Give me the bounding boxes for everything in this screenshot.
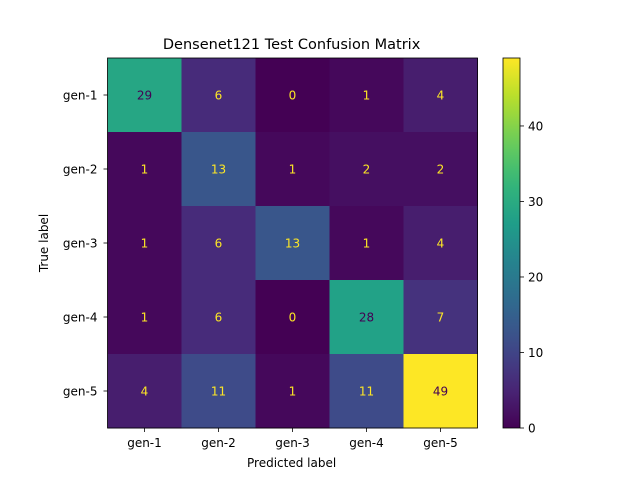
cell-value-label: 11 (211, 385, 226, 399)
heatmap-cell (181, 280, 256, 355)
colorbar-tick-label: 30 (528, 195, 543, 209)
cell-value-label: 1 (289, 385, 297, 399)
heatmap-cell (181, 132, 256, 207)
x-tick-label: gen-2 (201, 436, 236, 450)
y-tick-label: gen-4 (63, 311, 98, 325)
cell-value-label: 6 (215, 237, 223, 251)
cell-value-label: 7 (437, 311, 445, 325)
cell-value-label: 1 (141, 237, 149, 251)
x-tick-labels: gen-1 gen-2 gen-3 gen-4 gen-5 (127, 428, 458, 450)
heatmap-cell (403, 280, 478, 355)
heatmap-cell (255, 280, 330, 355)
y-tick-labels: gen-1 gen-2 gen-3 gen-4 gen-5 (63, 89, 108, 399)
cell-value-label: 4 (437, 237, 445, 251)
colorbar-gradient (502, 57, 521, 429)
colorbar: 0 10 20 30 40 (502, 57, 543, 436)
x-tick-label: gen-3 (275, 436, 310, 450)
cell-value-label: 13 (285, 237, 300, 251)
heatmap-cell (255, 132, 330, 207)
cell-value-label: 1 (289, 163, 297, 177)
heatmap-cell (255, 354, 330, 429)
cell-value-label: 28 (359, 311, 374, 325)
y-tick-label: gen-5 (63, 385, 98, 399)
heatmap-cell (329, 206, 404, 281)
heatmap-cell (107, 354, 182, 429)
heatmap-cell (403, 206, 478, 281)
heatmap-cell (329, 58, 404, 133)
heatmap-cell (403, 132, 478, 207)
cell-value-label: 6 (215, 311, 223, 325)
heatmap-cell (403, 58, 478, 133)
cell-value-label: 29 (137, 89, 152, 103)
heatmap-cell (403, 354, 478, 429)
heatmap-cell (181, 206, 256, 281)
cell-value-label: 4 (141, 385, 149, 399)
cell-value-label: 6 (215, 89, 223, 103)
heatmap-cell (255, 206, 330, 281)
heatmap-cell (107, 206, 182, 281)
colorbar-tick-label: 40 (528, 119, 543, 133)
cell-value-label: 13 (211, 163, 226, 177)
colorbar-tick-label: 0 (528, 422, 536, 436)
heatmap-cells: 29 6 0 1 41 13 1 2 21 6 13 1 41 6 0 28 74 11 1 11 49 (107, 57, 478, 429)
cell-value-label: 2 (437, 163, 445, 177)
cell-value-label: 11 (359, 385, 374, 399)
cell-value-label: 2 (363, 163, 371, 177)
cell-value-label: 49 (433, 385, 448, 399)
cell-value-label: 1 (141, 311, 149, 325)
x-tick-label: gen-5 (423, 436, 458, 450)
chart-title: Densenet121 Test Confusion Matrix (163, 37, 421, 53)
y-tick-label: gen-2 (63, 163, 98, 177)
heatmap-cell (107, 280, 182, 355)
x-axis-label: Predicted label (247, 456, 336, 470)
heatmap-cell (329, 280, 404, 355)
colorbar-tick-label: 10 (528, 346, 543, 360)
heatmap-cell (107, 58, 182, 133)
x-tick-label: gen-1 (127, 436, 162, 450)
cell-value-label: 1 (141, 163, 149, 177)
heatmap-cell (329, 354, 404, 429)
heatmap-cell (255, 58, 330, 133)
heatmap-cell (329, 132, 404, 207)
y-axis-label: True label (37, 214, 51, 273)
y-tick-label: gen-3 (63, 237, 98, 251)
x-tick-label: gen-4 (349, 436, 384, 450)
heatmap-cell (181, 354, 256, 429)
cell-value-label: 1 (363, 237, 371, 251)
cell-value-label: 4 (437, 89, 445, 103)
cell-value-label: 0 (289, 311, 297, 325)
heatmap-cell (181, 58, 256, 133)
cell-value-label: 0 (289, 89, 297, 103)
heatmap-cell (107, 132, 182, 207)
colorbar-tick-label: 20 (528, 270, 543, 284)
cell-value-label: 1 (363, 89, 371, 103)
y-tick-label: gen-1 (63, 89, 98, 103)
